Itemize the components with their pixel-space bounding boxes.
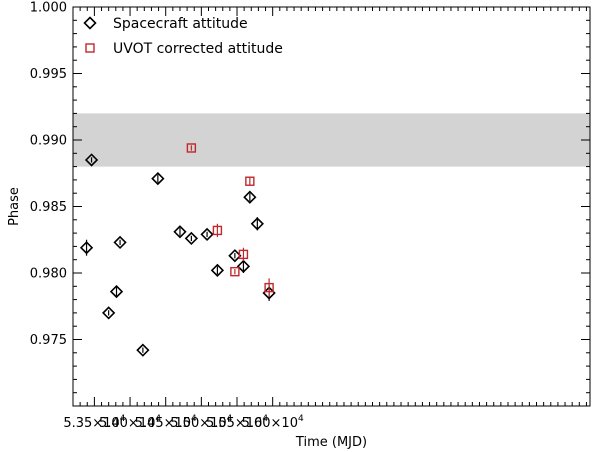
series-uvot-corrected-attitude (186, 143, 274, 297)
x-tick-label: 5.60×104 (242, 414, 304, 431)
legend-item: Spacecraft attitude (83, 16, 248, 32)
legend-diamond-marker (83, 16, 97, 30)
data-point-diamond (84, 153, 99, 167)
y-tick-label: 1.000 (30, 1, 67, 16)
legend-item: UVOT corrected attitude (85, 41, 283, 57)
x-tick-label: 5.40×104 (99, 414, 161, 431)
y-tick-label: 0.975 (30, 333, 67, 348)
series-spacecraft-attitude (79, 153, 276, 357)
data-point-square (264, 282, 274, 293)
legend: Spacecraft attitude UVOT corrected attitu… (83, 16, 283, 57)
legend-label: Spacecraft attitude (113, 16, 248, 32)
data-point-diamond (79, 241, 94, 255)
x-axis-label: Time (MJD) (295, 435, 367, 450)
y-tick-label: 0.995 (30, 67, 67, 82)
y-tick-label: 0.980 (30, 267, 67, 282)
data-point-diamond (151, 171, 165, 186)
highlight-band (73, 113, 590, 167)
data-point-square (245, 176, 255, 186)
data-point-diamond (236, 259, 251, 273)
data-point-diamond (136, 343, 150, 357)
x-tick-label: 5.35×104 (63, 414, 125, 431)
data-point-diamond (109, 284, 124, 299)
legend-square-marker (85, 43, 95, 53)
y-tick-label: 0.990 (30, 134, 67, 149)
axes-layer: 0.9750.9800.9850.9900.9951.0005.35×1045.… (7, 1, 591, 450)
data-series-layer (79, 143, 276, 357)
x-tick-label: 5.55×104 (206, 414, 268, 431)
y-axis-label: Phase (7, 187, 22, 226)
data-point-diamond (102, 306, 116, 320)
data-point-square (230, 266, 240, 277)
data-point-diamond (173, 225, 187, 239)
data-point-square (212, 225, 223, 236)
x-tick-label: 5.45×104 (135, 414, 197, 431)
x-tick-label: 5.50×104 (170, 414, 232, 431)
data-point-diamond (113, 235, 127, 250)
data-point-diamond (184, 231, 199, 246)
highlight-band-layer (73, 113, 590, 167)
data-point-diamond (243, 190, 257, 204)
legend-label: UVOT corrected attitude (113, 41, 283, 57)
data-point-square (186, 143, 197, 153)
data-point-diamond (200, 227, 214, 242)
data-point-diamond (210, 263, 225, 277)
data-point-diamond (228, 249, 242, 263)
y-tick-label: 0.985 (30, 200, 67, 215)
data-point-diamond (250, 217, 264, 231)
data-point-square (238, 249, 249, 260)
